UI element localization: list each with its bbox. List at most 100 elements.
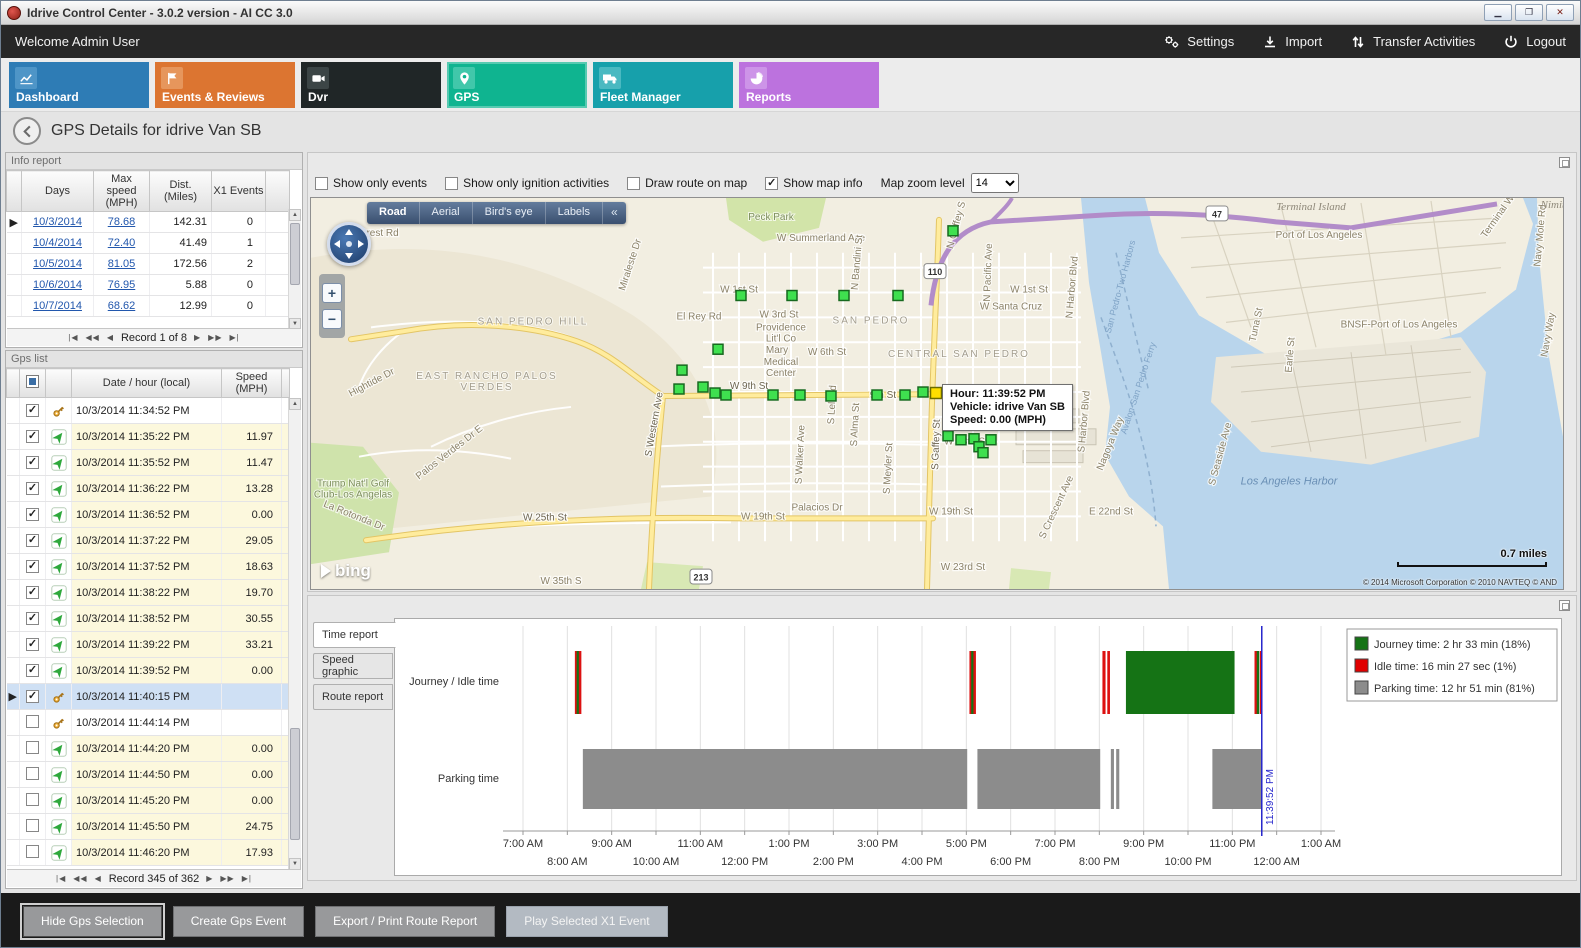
row-checkbox[interactable]: ✓ (26, 534, 39, 547)
zoom-out-button[interactable]: − (322, 309, 342, 329)
checkbox-icon[interactable] (445, 176, 459, 190)
gps-list-row[interactable]: ✓ 10/3/2014 11:37:22 PM 29.05 (6, 527, 290, 554)
gps-date-col-header[interactable]: Date / hour (local) (71, 368, 222, 398)
info-report-pager[interactable]: |◀ ◀◀ ◀ Record 1 of 8 ▶ ▶▶ ▶| (7, 328, 301, 346)
gps-list-row[interactable]: ✓ 10/3/2014 11:38:22 PM 19.70 (6, 579, 290, 606)
gps-marker[interactable] (871, 389, 883, 401)
pager-arrow[interactable]: ◀◀ (85, 333, 100, 342)
gps-list-row[interactable]: ✓ 10/3/2014 11:34:52 PM (6, 397, 290, 424)
back-button[interactable] (13, 117, 41, 145)
gps-marker[interactable] (977, 446, 989, 459)
pan-north-icon[interactable] (345, 229, 353, 235)
tab-dvr[interactable]: Dvr (301, 62, 441, 108)
info-report-row[interactable]: ▶ 10/3/2014 78.68 142.31 0 (6, 211, 290, 233)
header-logout-button[interactable]: Logout (1503, 34, 1566, 50)
report-tab-speed-graphic[interactable]: Speed graphic (313, 653, 393, 679)
row-checkbox[interactable]: ✓ (26, 664, 39, 677)
max-speed-link[interactable]: 76.95 (107, 279, 136, 291)
day-link[interactable]: 10/3/2014 (33, 216, 82, 228)
map-option-show-only-ignition-activities[interactable]: Show only ignition activities (445, 176, 609, 190)
gps-list-row[interactable]: 10/3/2014 11:45:20 PM 0.00 (6, 787, 290, 814)
selected-gps-marker[interactable] (929, 386, 943, 400)
pager-arrow[interactable]: ▶▶ (208, 333, 223, 342)
row-checkbox[interactable] (26, 844, 39, 858)
info-col-header[interactable]: Dist. (Miles) (149, 170, 212, 212)
gps-marker[interactable] (697, 381, 709, 393)
day-link[interactable]: 10/6/2014 (33, 279, 82, 291)
export-print-route-report-button[interactable]: Export / Print Route Report (315, 905, 496, 937)
report-tab-route-report[interactable]: Route report (313, 684, 393, 710)
pager-arrow[interactable]: ◀ (106, 333, 114, 342)
gps-marker[interactable] (955, 434, 967, 446)
row-checkbox[interactable]: ✓ (26, 404, 39, 417)
scrollbar-thumb[interactable] (290, 728, 300, 840)
pager-arrow[interactable]: ◀ (94, 874, 102, 883)
scroll-up-icon[interactable]: ▲ (289, 209, 301, 221)
hide-gps-selection-button[interactable]: Hide Gps Selection (20, 902, 165, 940)
row-checkbox[interactable]: ✓ (26, 456, 39, 469)
gps-marker[interactable] (676, 364, 688, 376)
checkbox-icon[interactable] (627, 176, 641, 190)
gps-list-row[interactable]: ✓ 10/3/2014 11:38:52 PM 30.55 (6, 605, 290, 632)
map-option-draw-route-on-map[interactable]: Draw route on map (627, 176, 747, 190)
row-checkbox[interactable] (26, 740, 39, 754)
header-settings-button[interactable]: Settings (1163, 33, 1234, 50)
create-gps-event-button[interactable]: Create Gps Event (172, 905, 305, 937)
gps-list-row[interactable]: 10/3/2014 11:45:50 PM 24.75 (6, 813, 290, 840)
select-all-checkbox[interactable] (19, 368, 46, 398)
pan-west-icon[interactable] (334, 240, 340, 248)
tab-gps[interactable]: GPS (447, 62, 587, 108)
maximize-button[interactable]: ❐ (1515, 4, 1543, 21)
collapse-chart-panel-button[interactable] (1559, 600, 1570, 611)
tab-events-reviews[interactable]: Events & Reviews (155, 62, 295, 108)
gps-marker[interactable] (985, 434, 997, 446)
tab-reports[interactable]: Reports (739, 62, 879, 108)
gps-list-row[interactable]: ✓ 10/3/2014 11:36:52 PM 0.00 (6, 501, 290, 528)
gps-marker[interactable] (892, 289, 904, 302)
pager-arrow[interactable]: ▶ (194, 333, 202, 342)
gps-list-row[interactable]: ✓ 10/3/2014 11:35:52 PM 11.47 (6, 449, 290, 476)
max-speed-link[interactable]: 68.62 (107, 300, 136, 312)
gps-marker[interactable] (673, 383, 685, 395)
map-view-tab-bird-s-eye[interactable]: Bird's eye (473, 202, 546, 224)
gps-list-pager[interactable]: |◀ ◀◀ ◀ Record 345 of 362 ▶ ▶▶ ▶| (7, 869, 301, 887)
info-col-header[interactable]: Days (21, 170, 94, 212)
close-button[interactable]: ✕ (1546, 4, 1574, 21)
gps-marker[interactable] (786, 289, 798, 302)
info-report-row[interactable]: 10/7/2014 68.62 12.99 0 (6, 295, 290, 317)
gps-marker[interactable] (794, 389, 806, 401)
row-checkbox[interactable]: ✓ (26, 482, 39, 495)
pager-arrow[interactable]: |◀ (56, 874, 67, 883)
gps-list-row[interactable]: 10/3/2014 11:44:20 PM 0.00 (6, 735, 290, 762)
report-tab-time-report[interactable]: Time report (313, 622, 396, 648)
pager-arrow[interactable]: ▶| (241, 874, 252, 883)
pager-arrow[interactable]: |◀ (68, 333, 79, 342)
row-checkbox[interactable] (26, 766, 39, 780)
info-report-row[interactable]: 10/5/2014 81.05 172.56 2 (6, 253, 290, 275)
row-checkbox[interactable] (26, 818, 39, 832)
collapse-map-panel-button[interactable] (1559, 157, 1570, 168)
map-viewbar-collapse-icon[interactable]: « (611, 205, 618, 219)
map-view-tab-aerial[interactable]: Aerial (420, 202, 473, 224)
play-selected-x1-event-button[interactable]: Play Selected X1 Event (506, 905, 668, 937)
gps-marker[interactable] (709, 387, 721, 399)
scroll-up-icon[interactable]: ▲ (289, 398, 301, 410)
row-checkbox[interactable] (26, 714, 39, 728)
info-col-header[interactable]: X1 Events (211, 170, 266, 212)
gps-marker[interactable] (838, 289, 850, 302)
row-checkbox[interactable] (26, 792, 39, 806)
tab-fleet-manager[interactable]: Fleet Manager (593, 62, 733, 108)
day-link[interactable]: 10/5/2014 (33, 258, 82, 270)
map-compass[interactable] (327, 222, 371, 266)
pager-arrow[interactable]: ▶ (206, 874, 214, 883)
pager-arrow[interactable]: ◀◀ (73, 874, 88, 883)
pager-arrow[interactable]: ▶| (229, 333, 240, 342)
scrollbar-thumb[interactable] (290, 223, 300, 285)
max-speed-link[interactable]: 72.40 (107, 237, 136, 249)
day-link[interactable]: 10/7/2014 (33, 300, 82, 312)
map-option-show-only-events[interactable]: Show only events (315, 176, 427, 190)
gps-list-row[interactable]: ✓ 10/3/2014 11:37:52 PM 18.63 (6, 553, 290, 580)
gps-marker[interactable] (899, 389, 911, 401)
gps-list-row[interactable]: ✓ 10/3/2014 11:36:22 PM 13.28 (6, 475, 290, 502)
gps-list-row[interactable]: 10/3/2014 11:44:50 PM 0.00 (6, 761, 290, 788)
